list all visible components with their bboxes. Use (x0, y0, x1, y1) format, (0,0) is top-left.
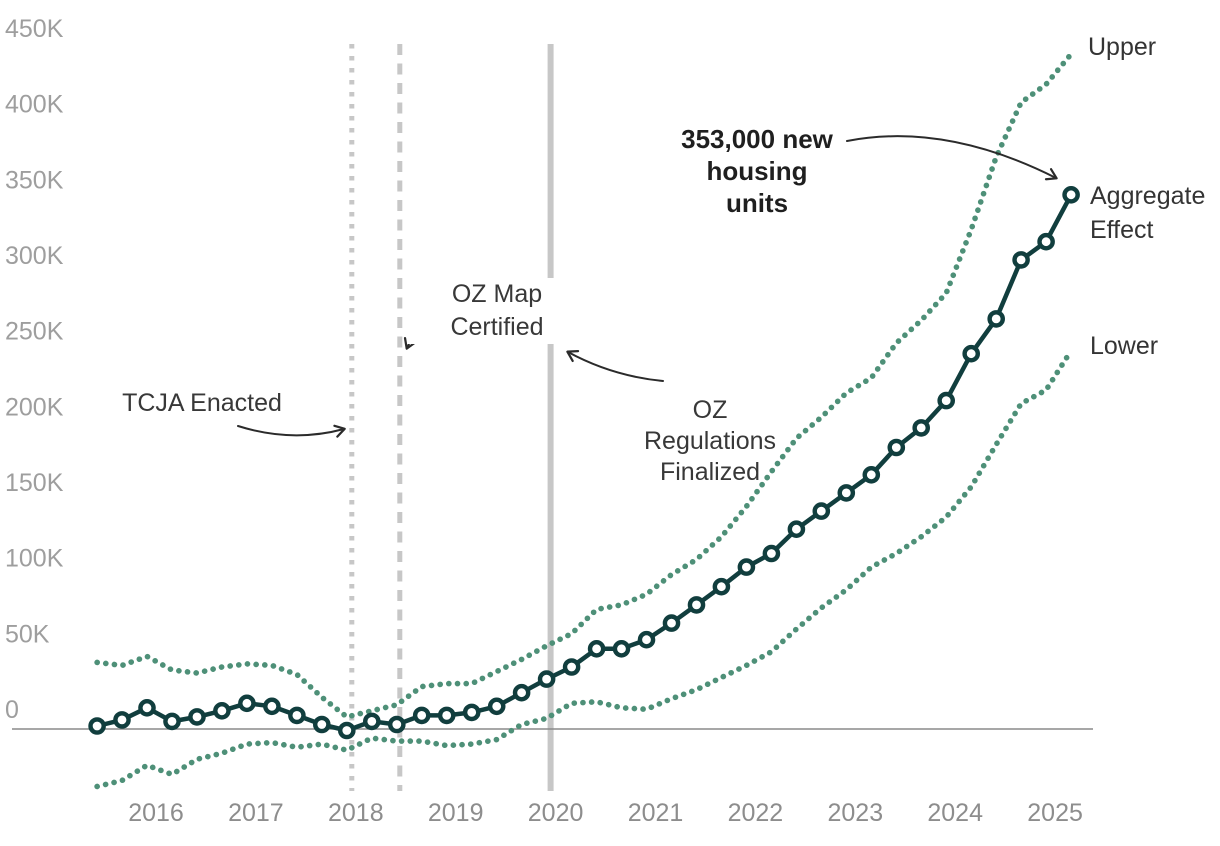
x-axis-labels-group: 2016 2017 2018 2019 2020 2021 2022 2023 2024 2025 (128, 799, 1083, 827)
data-point-marker (1062, 185, 1080, 204)
x-axis-label: 2017 (228, 799, 284, 827)
y-axis-label: 50K (5, 620, 50, 648)
y-axis-label: 250K (5, 318, 64, 346)
data-point-marker (762, 544, 781, 563)
data-point-marker (862, 465, 881, 484)
data-point-marker (512, 683, 531, 702)
data-point-marker (487, 697, 506, 716)
data-point-marker (637, 630, 656, 649)
data-point-marker (88, 717, 106, 735)
data-point-marker (412, 706, 431, 725)
data-point-marker (587, 640, 606, 658)
y-axis-label: 100K (5, 545, 64, 573)
data-point-marker (912, 419, 931, 437)
data-point-marker (612, 640, 631, 658)
y-axis-label: 300K (5, 242, 64, 270)
data-point-marker (213, 702, 231, 720)
data-point-marker (337, 721, 356, 740)
tcja-arrow (237, 424, 346, 438)
data-point-marker (562, 658, 581, 676)
data-point-marker (737, 558, 756, 576)
data-point-marker (537, 670, 556, 688)
x-axis-label: 2024 (927, 799, 983, 827)
data-point-marker (362, 712, 381, 731)
data-point-marker (962, 344, 981, 363)
lower-band-line (94, 347, 1074, 790)
oz-regulations-arrow (566, 349, 664, 382)
data-point-marker (937, 391, 956, 410)
data-point-marker (188, 708, 206, 726)
x-axis-label: 2016 (128, 799, 184, 827)
y-axis-labels-group: 450K 400K 350K 300K 250K 200K 150K 100K 50K 0 (5, 15, 64, 724)
y-axis-label: 200K (5, 393, 64, 421)
data-point-marker (712, 577, 731, 596)
data-point-marker (1037, 232, 1055, 251)
data-point-marker (163, 712, 181, 731)
x-axis-label: 2023 (827, 799, 883, 827)
data-point-marker (312, 715, 331, 734)
callout-arrow (846, 135, 1058, 181)
x-axis-label: 2019 (428, 799, 484, 827)
data-point-marker (887, 438, 906, 457)
data-point-marker (1012, 251, 1030, 269)
data-point-marker (138, 699, 156, 717)
x-axis-label: 2020 (528, 799, 584, 827)
data-point-marker (263, 697, 281, 716)
x-axis-label: 2018 (328, 799, 384, 827)
x-axis-label: 2025 (1027, 799, 1083, 827)
y-axis-label: 350K (5, 166, 64, 194)
main-series-group (96, 193, 1074, 733)
data-point-marker (787, 520, 806, 539)
data-point-marker (288, 706, 306, 725)
annotation-arrows-group (237, 135, 1058, 438)
y-axis-label: 150K (5, 469, 64, 497)
y-axis-label: 0 (5, 696, 19, 724)
data-point-marker (687, 596, 706, 614)
data-point-marker (462, 703, 481, 722)
oz-map-arrow (403, 325, 435, 350)
y-axis-label: 450K (5, 15, 64, 43)
data-point-marker (113, 711, 131, 729)
data-point-marker (238, 694, 256, 713)
aggregate-effect-line (96, 193, 1074, 733)
x-axis-label: 2021 (628, 799, 684, 827)
confidence-bands-group (94, 51, 1074, 790)
y-axis-label: 400K (5, 91, 64, 119)
data-point-marker (987, 310, 1006, 328)
event-lines-group (349, 44, 554, 791)
data-point-marker (812, 502, 831, 520)
upper-band-line (94, 51, 1074, 720)
data-point-marker (662, 614, 681, 632)
data-point-marker (437, 706, 456, 725)
data-markers-group (88, 185, 1080, 740)
data-point-marker (837, 484, 856, 502)
data-point-marker (387, 715, 406, 734)
x-axis-label: 2022 (728, 799, 784, 827)
